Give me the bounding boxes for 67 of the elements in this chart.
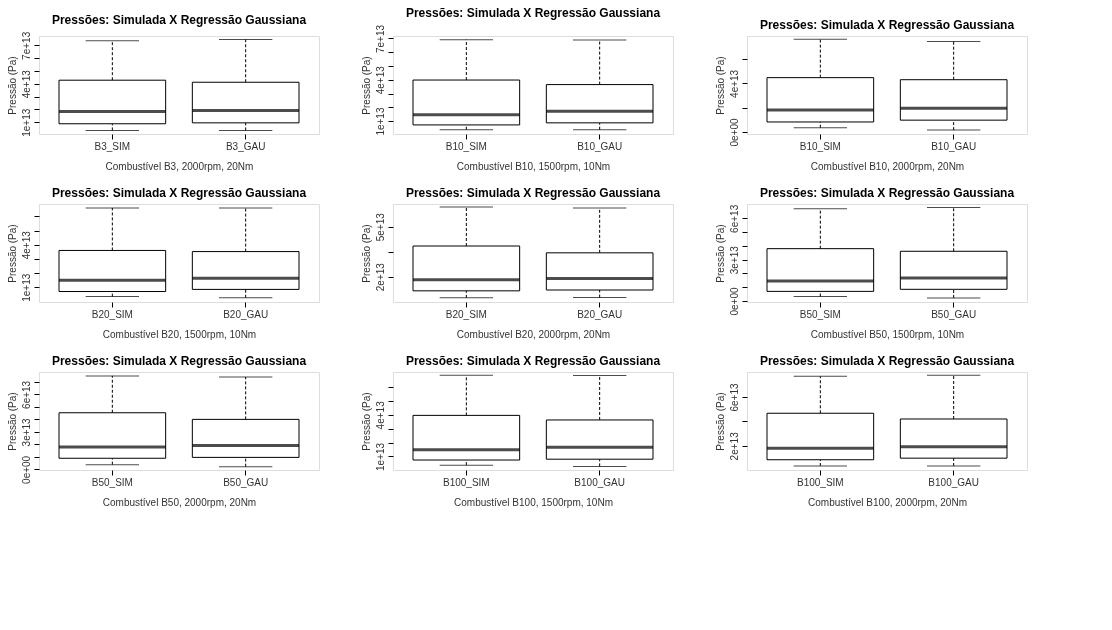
y-tick-label: 5e+13 xyxy=(374,212,386,242)
y-tick-label: 7e+13 xyxy=(20,31,32,60)
chart-title: Pressões: Simulada X Regressão Gaussiana xyxy=(759,18,1015,32)
y-axis-title: Pressão (Pa) xyxy=(6,56,18,115)
y-tick-label: 7e+13 xyxy=(374,24,386,54)
x-tick-label: B100_GAU xyxy=(928,476,979,488)
y-tick-label: 6e+13 xyxy=(728,204,740,233)
x-tick-label: B10_SIM xyxy=(799,140,841,152)
y-tick-label: 1e+13 xyxy=(374,107,386,136)
y-tick-label: 0e+00 xyxy=(20,455,32,484)
chart-title: Pressões: Simulada X Regressão Gaussiana xyxy=(405,6,661,21)
chart-title: Pressões: Simulada X Regressão Gaussiana xyxy=(759,354,1015,368)
x-tick-label: B50_SIM xyxy=(799,308,841,320)
x-tick-label: B100_GAU xyxy=(574,476,625,488)
chart-title: Pressões: Simulada X Regressão Gaussiana xyxy=(51,186,307,200)
x-axis-title: Combustível B3, 2000rpm, 20Nm xyxy=(105,160,254,172)
y-tick-label: 0e+00 xyxy=(728,287,740,316)
y-tick-label: 2e+13 xyxy=(374,262,386,292)
y-tick-label: 6e+13 xyxy=(728,383,740,412)
y-tick-label: 4e+13 xyxy=(374,400,386,430)
x-axis-title: Combustível B20, 1500rpm, 10Nm xyxy=(102,328,257,340)
x-axis-title: Combustível B100, 1500rpm, 10Nm xyxy=(454,496,613,508)
y-tick-label: 3e+13 xyxy=(728,245,740,275)
chart-title: Pressões: Simulada X Regressão Gaussiana xyxy=(759,186,1015,200)
y-axis-title: Pressão (Pa) xyxy=(360,224,372,283)
y-tick-label: 4e+13 xyxy=(728,69,740,98)
x-tick-label: B50_GAU xyxy=(223,476,269,488)
y-tick-label: 1e+13 xyxy=(374,442,386,471)
y-tick-label: 2e+13 xyxy=(728,431,740,461)
x-tick-label: B20_SIM xyxy=(445,308,487,320)
y-axis-title: Pressão (Pa) xyxy=(714,224,726,283)
y-tick-label: 4e+13 xyxy=(20,230,32,260)
x-tick-label: B3_GAU xyxy=(225,140,266,152)
chart-title: Pressões: Simulada X Regressão Gaussiana xyxy=(51,354,307,368)
x-axis-title: Combustível B20, 2000rpm, 20Nm xyxy=(456,328,611,340)
chart-title: Pressões: Simulada X Regressão Gaussiana xyxy=(405,186,661,200)
y-axis-title: Pressão (Pa) xyxy=(714,392,726,451)
y-axis-title: Pressão (Pa) xyxy=(6,392,18,451)
x-axis-title: Combustível B10, 2000rpm, 20Nm xyxy=(810,160,965,172)
x-tick-label: B10_GAU xyxy=(577,140,623,152)
y-tick-label: 4e+13 xyxy=(20,69,32,99)
x-axis-title: Combustível B10, 1500rpm, 10Nm xyxy=(456,160,611,172)
x-tick-label: B10_GAU xyxy=(931,140,977,152)
x-tick-label: B20_SIM xyxy=(91,308,133,320)
x-tick-label: B3_SIM xyxy=(94,140,131,152)
y-axis-title: Pressão (Pa) xyxy=(714,56,726,115)
y-tick-label: 3e+13 xyxy=(20,417,32,447)
x-tick-label: B100_SIM xyxy=(442,476,490,488)
y-tick-label: 1e+13 xyxy=(20,273,32,302)
x-tick-label: B100_SIM xyxy=(796,476,844,488)
y-tick-label: 6e+13 xyxy=(20,380,32,409)
x-tick-label: B10_SIM xyxy=(445,140,487,152)
x-tick-label: B50_SIM xyxy=(91,476,133,488)
x-tick-label: B20_GAU xyxy=(223,308,269,320)
y-tick-label: 1e+13 xyxy=(20,108,32,137)
y-axis-title: Pressão (Pa) xyxy=(360,56,372,115)
chart-title: Pressões: Simulada X Regressão Gaussiana xyxy=(405,354,661,368)
x-tick-label: B20_GAU xyxy=(577,308,623,320)
x-tick-label: B50_GAU xyxy=(931,308,977,320)
x-axis-title: Combustível B100, 2000rpm, 20Nm xyxy=(808,496,967,508)
chart-title: Pressões: Simulada X Regressão Gaussiana xyxy=(51,13,307,28)
x-axis-title: Combustível B50, 1500rpm, 10Nm xyxy=(810,328,965,340)
y-tick-label: 0e+00 xyxy=(728,117,740,147)
y-axis-title: Pressão (Pa) xyxy=(6,224,18,283)
y-axis-title: Pressão (Pa) xyxy=(360,392,372,451)
y-tick-label: 4e+13 xyxy=(374,65,386,95)
x-axis-title: Combustível B50, 2000rpm, 20Nm xyxy=(102,496,257,508)
